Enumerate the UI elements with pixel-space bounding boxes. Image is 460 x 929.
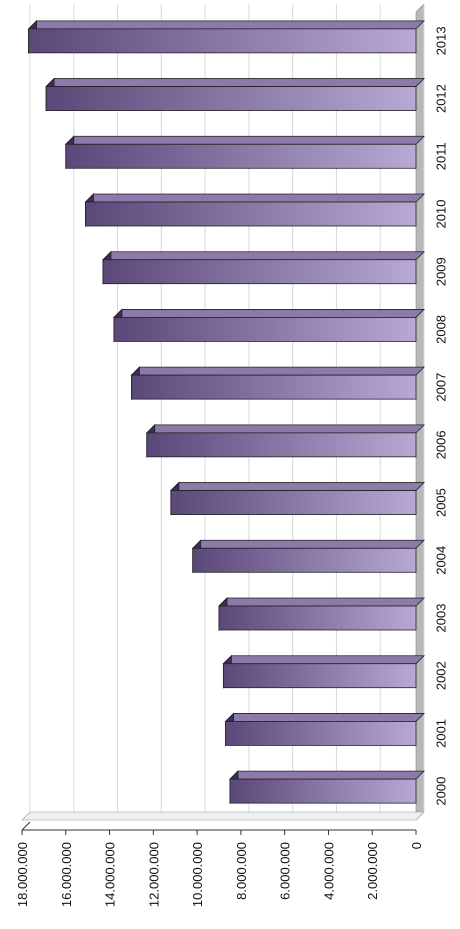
bar-front-face xyxy=(85,201,417,227)
bar-front-face xyxy=(229,778,417,804)
bar-2000 xyxy=(228,770,425,805)
bar-front-face xyxy=(170,490,417,515)
bar-top-face xyxy=(218,597,425,607)
category-label: 2001 xyxy=(433,719,448,748)
chart-walls xyxy=(21,3,425,821)
value-tick-label: 16.000.000 xyxy=(59,842,74,907)
value-tick-label: 12.000.000 xyxy=(146,842,161,907)
floor xyxy=(21,811,425,821)
category-label: 2009 xyxy=(433,257,448,286)
bar-top-face xyxy=(64,135,425,145)
bar-front-face xyxy=(192,547,417,573)
value-tick-label: 0 xyxy=(409,842,424,849)
bar-2005 xyxy=(169,481,425,516)
category-label: 2012 xyxy=(433,84,448,113)
category-label: 2002 xyxy=(433,661,448,690)
category-labels: 2000 2001 2002 2003 2004 2005 2006 2007 2008 2009… xyxy=(433,26,448,805)
bar-front-face xyxy=(45,86,417,111)
bar-top-face xyxy=(222,655,425,665)
value-tick-label: 10.000.000 xyxy=(190,842,205,907)
value-tick-label: 8.000.000 xyxy=(234,842,249,900)
bar-2012 xyxy=(45,77,425,112)
bar-top-face xyxy=(145,424,425,434)
bar-top-face xyxy=(228,770,425,780)
category-label: 2005 xyxy=(433,488,448,517)
bar-top-face xyxy=(224,713,425,722)
bar-2010 xyxy=(84,193,425,227)
bar-top-face xyxy=(27,20,425,30)
category-label: 2007 xyxy=(433,373,448,402)
bar-2004 xyxy=(191,539,425,574)
value-axis-corner xyxy=(21,821,31,831)
bars xyxy=(27,19,425,805)
bar-front-face xyxy=(102,259,417,285)
category-label: 2006 xyxy=(433,430,448,459)
bar-2011 xyxy=(64,135,425,170)
bar-2008 xyxy=(112,308,425,343)
tick-labels: 0 2.000.000 4.000.000 6.000.000 8.000.000 10.… xyxy=(15,842,424,907)
bar-top-face xyxy=(102,251,425,261)
bar-top-face xyxy=(84,193,425,203)
category-label: 2011 xyxy=(433,142,448,170)
bar-front-face xyxy=(65,143,417,169)
bar-2013 xyxy=(27,19,425,54)
bar-front-face xyxy=(28,28,417,54)
bar-2007 xyxy=(130,366,425,401)
value-tick-label: 6.000.000 xyxy=(278,842,293,900)
category-label: 2013 xyxy=(433,26,448,55)
bar-top-face xyxy=(112,309,425,318)
category-label: 2003 xyxy=(433,604,448,633)
bar-top-face xyxy=(169,482,425,491)
bar-top-face xyxy=(45,78,425,87)
value-tick-label: 18.000.000 xyxy=(15,842,30,907)
gridlines xyxy=(29,4,425,812)
value-tick-label: 4.000.000 xyxy=(321,842,336,900)
bar-2001 xyxy=(224,712,425,747)
category-label: 2004 xyxy=(433,546,448,575)
value-tick-label: 14.000.000 xyxy=(103,842,118,907)
side-wall xyxy=(415,3,425,821)
bar-front-face xyxy=(113,317,417,342)
category-label: 2010 xyxy=(433,200,448,229)
bar-2006 xyxy=(145,423,425,458)
bar-front-face xyxy=(222,663,417,689)
bar-2003 xyxy=(218,597,425,631)
bar-top-face xyxy=(130,366,425,376)
bar-top-face xyxy=(191,539,425,549)
value-tick-label: 2.000.000 xyxy=(365,842,380,900)
bar-front-face xyxy=(131,374,417,400)
bar-front-face xyxy=(146,432,417,458)
category-label: 2000 xyxy=(433,777,448,806)
category-label: 2008 xyxy=(433,315,448,344)
bar-2009 xyxy=(102,250,425,285)
bar-front-face xyxy=(218,605,417,631)
bar-2002 xyxy=(222,654,425,689)
bar-front-face xyxy=(225,721,417,746)
value-axis xyxy=(21,821,417,835)
